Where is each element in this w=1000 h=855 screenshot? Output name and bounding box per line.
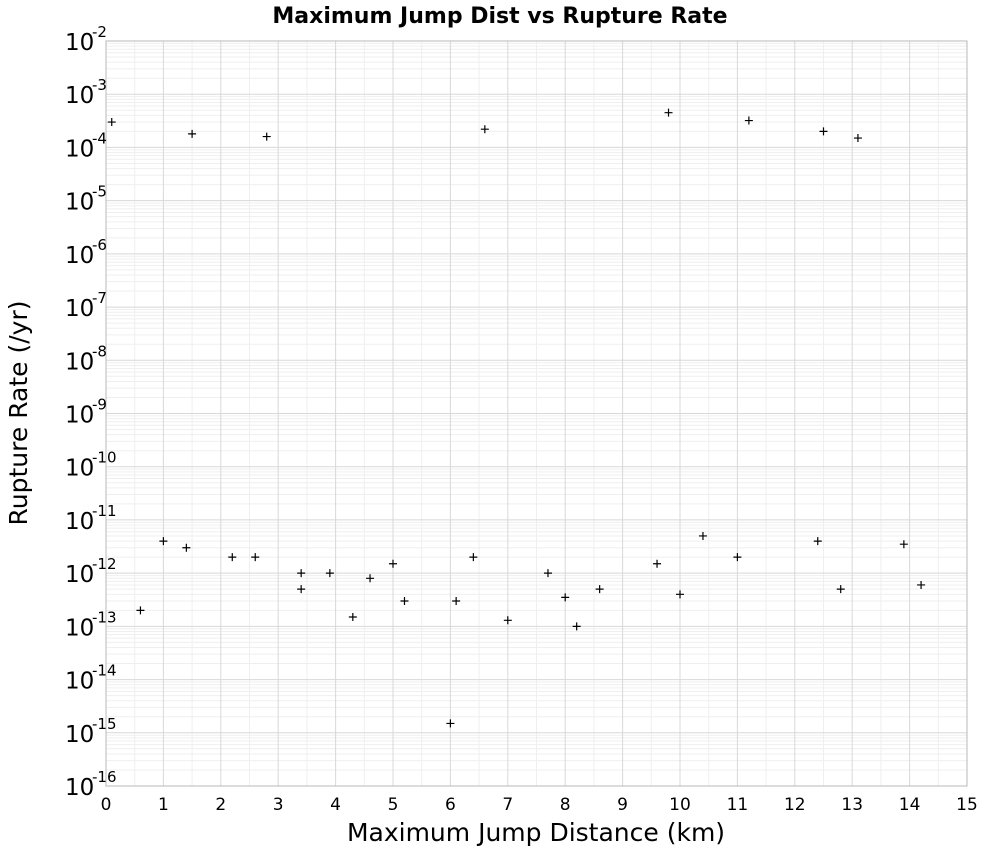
data-point xyxy=(262,132,271,141)
y-tick-exponent: -6 xyxy=(92,236,107,254)
data-points xyxy=(107,108,926,728)
data-point xyxy=(733,553,742,562)
y-tick-exponent: -14 xyxy=(92,662,117,680)
y-tick-label: 10 xyxy=(65,615,94,641)
y-tick-label: 10 xyxy=(65,669,94,695)
data-point xyxy=(561,593,570,602)
data-point xyxy=(543,569,552,578)
y-tick-label: 10 xyxy=(65,30,94,56)
y-tick-label: 10 xyxy=(65,509,94,535)
y-tick-exponent: -16 xyxy=(92,768,117,786)
x-tick-label: 7 xyxy=(502,795,513,815)
y-tick-exponent: -8 xyxy=(92,342,107,360)
data-point xyxy=(698,531,707,540)
data-point xyxy=(480,125,489,134)
data-point xyxy=(899,540,908,549)
data-point xyxy=(813,537,822,546)
y-tick-exponent: -15 xyxy=(92,715,117,733)
data-point xyxy=(819,127,828,136)
data-point xyxy=(389,559,397,568)
data-point xyxy=(251,553,260,562)
y-tick-label: 10 xyxy=(65,456,94,482)
x-axis-title: Maximum Jump Distance (km) xyxy=(347,818,725,847)
y-tick-label: 10 xyxy=(65,403,94,429)
data-point xyxy=(136,606,145,615)
x-tick-label: 12 xyxy=(784,795,806,815)
data-point xyxy=(653,559,662,568)
x-tick-label: 14 xyxy=(899,795,921,815)
data-point xyxy=(595,585,604,594)
x-tick-label: 10 xyxy=(669,795,691,815)
data-point xyxy=(159,537,168,546)
y-tick-label: 10 xyxy=(65,190,94,216)
data-point xyxy=(297,569,306,578)
y-tick-exponent: -10 xyxy=(92,449,117,467)
data-point xyxy=(366,574,375,583)
x-tick-label: 9 xyxy=(617,795,628,815)
data-point xyxy=(107,118,116,127)
y-tick-exponent: -3 xyxy=(92,76,107,94)
y-tick-exponent: -13 xyxy=(92,608,117,626)
y-tick-exponent: -11 xyxy=(92,502,117,520)
y-tick-exponent: -4 xyxy=(92,129,107,147)
y-tick-exponent: -2 xyxy=(92,23,107,41)
y-tick-label: 10 xyxy=(65,349,94,375)
y-tick-label: 10 xyxy=(65,775,94,801)
x-tick-label: 15 xyxy=(956,795,978,815)
y-tick-exponent: -5 xyxy=(92,183,107,201)
data-point xyxy=(452,596,461,605)
y-tick-label: 10 xyxy=(65,83,94,109)
x-tick-label: 0 xyxy=(101,795,112,815)
data-point xyxy=(297,585,306,594)
y-tick-label: 10 xyxy=(65,136,94,162)
data-point xyxy=(446,719,455,728)
y-tick-label: 10 xyxy=(65,722,94,748)
x-tick-label: 8 xyxy=(560,795,571,815)
x-tick-label: 3 xyxy=(273,795,284,815)
x-tick-label: 6 xyxy=(445,795,456,815)
x-tick-label: 11 xyxy=(727,795,749,815)
y-axis-tick-labels: 10-210-310-410-510-610-710-810-910-1010-… xyxy=(65,23,117,801)
data-point xyxy=(853,134,862,143)
major-gridlines xyxy=(105,40,968,787)
y-tick-label: 10 xyxy=(65,296,94,322)
data-point xyxy=(744,116,753,125)
data-point xyxy=(188,129,197,138)
plot-area-frame xyxy=(105,40,968,787)
data-point xyxy=(325,569,334,578)
y-tick-exponent: -9 xyxy=(92,396,107,414)
x-tick-label: 2 xyxy=(215,795,226,815)
y-tick-exponent: -7 xyxy=(92,289,107,307)
data-point xyxy=(917,580,926,589)
data-point xyxy=(836,585,845,594)
x-tick-label: 13 xyxy=(841,795,863,815)
data-point xyxy=(228,553,237,562)
data-point xyxy=(469,553,478,562)
y-tick-label: 10 xyxy=(65,562,94,588)
data-point xyxy=(503,616,512,625)
y-tick-exponent: -12 xyxy=(92,555,117,573)
data-point xyxy=(348,612,357,621)
x-tick-label: 4 xyxy=(330,795,341,815)
data-point xyxy=(664,108,673,117)
x-tick-label: 5 xyxy=(388,795,399,815)
x-axis-tick-labels: 0 1 2 3 4 5 6 7 8 9 10 11 12 13 14 15 xyxy=(101,795,978,815)
x-tick-label: 1 xyxy=(158,795,169,815)
data-point xyxy=(400,596,409,605)
y-tick-label: 10 xyxy=(65,243,94,269)
y-axis-title: Rupture Rate (/yr) xyxy=(4,301,33,526)
data-point xyxy=(182,543,191,552)
data-point xyxy=(572,622,581,631)
data-point xyxy=(676,590,684,599)
chart-title: Maximum Jump Dist vs Rupture Rate xyxy=(272,4,727,29)
